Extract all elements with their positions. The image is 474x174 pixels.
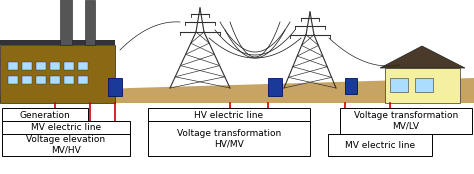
Polygon shape (380, 46, 465, 68)
Bar (78, 76, 88, 84)
Text: MV electric line: MV electric line (345, 140, 415, 149)
Bar (2, 121, 130, 135)
Bar (108, 78, 122, 96)
Bar (2, 134, 130, 156)
Bar (22, 62, 32, 70)
Bar (36, 62, 46, 70)
Bar (148, 108, 310, 122)
Bar (345, 78, 357, 94)
Text: MV electric line: MV electric line (31, 124, 101, 132)
Bar (50, 76, 60, 84)
Bar (64, 62, 74, 70)
Bar (268, 78, 282, 96)
Bar (8, 76, 18, 84)
Bar (8, 62, 18, 70)
Bar (64, 76, 74, 84)
Polygon shape (0, 78, 474, 103)
Bar (340, 108, 472, 134)
Bar (2, 108, 88, 122)
Bar (36, 76, 46, 84)
Text: Voltage transformation
MV/LV: Voltage transformation MV/LV (354, 111, 458, 131)
Bar (60, 0, 72, 45)
Polygon shape (0, 40, 115, 45)
Text: Voltage transformation
HV/MV: Voltage transformation HV/MV (177, 129, 281, 148)
Bar (78, 62, 88, 70)
Bar (390, 78, 408, 92)
Bar (328, 134, 432, 156)
Bar (415, 78, 433, 92)
Bar (0, 45, 115, 103)
Bar (22, 76, 32, 84)
Bar (385, 68, 460, 103)
Text: Voltage elevation
MV/HV: Voltage elevation MV/HV (27, 135, 106, 155)
Text: HV electric line: HV electric line (194, 110, 264, 120)
Bar (85, 0, 95, 45)
Bar (50, 62, 60, 70)
Bar (148, 121, 310, 156)
Text: Generation: Generation (19, 110, 70, 120)
